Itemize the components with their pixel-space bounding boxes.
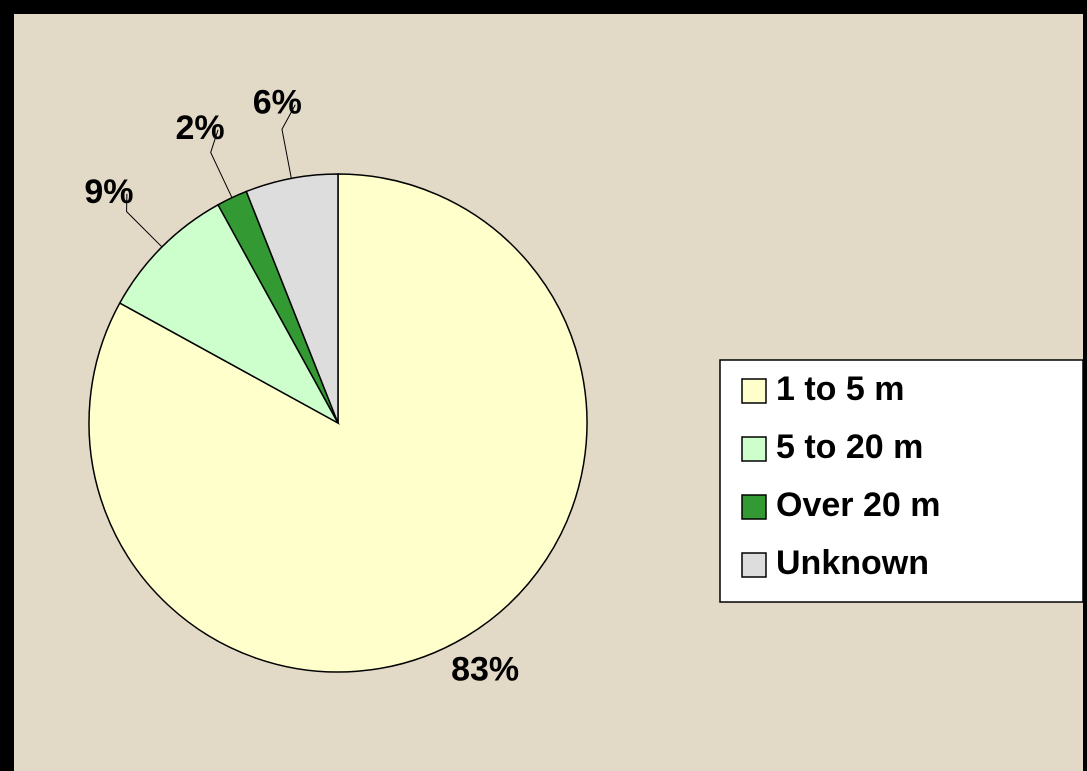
data-label: 9% bbox=[84, 173, 133, 211]
legend-swatch bbox=[742, 379, 766, 403]
legend-swatch bbox=[742, 495, 766, 519]
legend-swatch bbox=[742, 553, 766, 577]
legend-label: Over 20 m bbox=[776, 486, 940, 524]
legend-swatch bbox=[742, 437, 766, 461]
chart: 83% 9% 2% 6% 1 to 5 m 5 to 20 m Over 20 m Unkno… bbox=[0, 0, 1087, 771]
data-label: 83% bbox=[451, 651, 519, 689]
legend-label: 1 to 5 m bbox=[776, 370, 904, 408]
data-label: 2% bbox=[175, 109, 224, 147]
data-label: 6% bbox=[253, 84, 302, 122]
legend-label: Unknown bbox=[776, 544, 929, 582]
legend-label: 5 to 20 m bbox=[776, 428, 923, 466]
